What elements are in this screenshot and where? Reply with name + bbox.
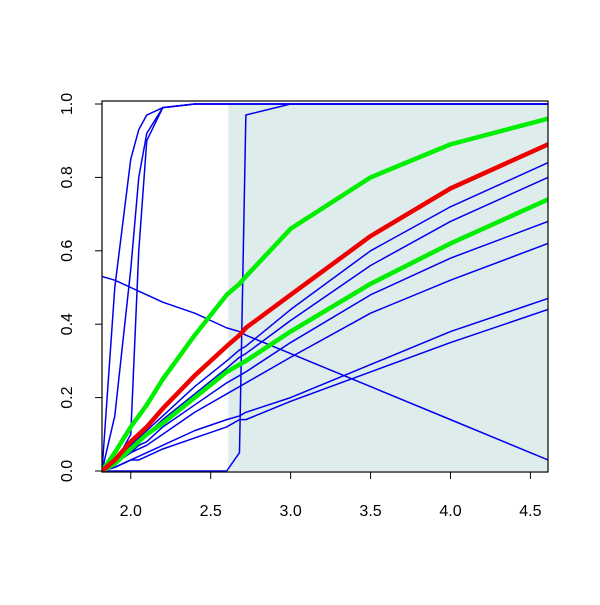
y-tick-label: 0.8 bbox=[59, 166, 76, 188]
series-line bbox=[102, 161, 548, 472]
y-tick-label: 1.0 bbox=[59, 93, 76, 115]
x-tick-label: 4.0 bbox=[439, 503, 461, 520]
series-line bbox=[102, 242, 548, 472]
y-tick-label: 0.2 bbox=[59, 386, 76, 408]
lines-layer bbox=[102, 103, 548, 472]
y-tick-label: 0.6 bbox=[59, 240, 76, 262]
y-tick-label: 0.4 bbox=[59, 313, 76, 335]
y-tick-label: 0.0 bbox=[59, 460, 76, 482]
x-tick-label: 3.5 bbox=[359, 503, 381, 520]
series-line bbox=[102, 116, 548, 472]
x-tick-label: 2.0 bbox=[120, 503, 142, 520]
axes-layer: 2.0 2.5 3.0 3.5 4.0 4.5 0.0 0.2 0.4 0.6 0.8 1.0 bbox=[59, 93, 541, 520]
x-tick-label: 2.5 bbox=[200, 503, 222, 520]
series-line bbox=[102, 142, 548, 472]
x-tick-label: 4.5 bbox=[519, 503, 541, 520]
plot-box bbox=[101, 100, 549, 473]
series-line bbox=[102, 308, 548, 472]
series-line bbox=[102, 103, 548, 472]
series-line bbox=[102, 275, 548, 461]
x-tick-label: 3.0 bbox=[280, 503, 302, 520]
series-line bbox=[102, 197, 548, 472]
